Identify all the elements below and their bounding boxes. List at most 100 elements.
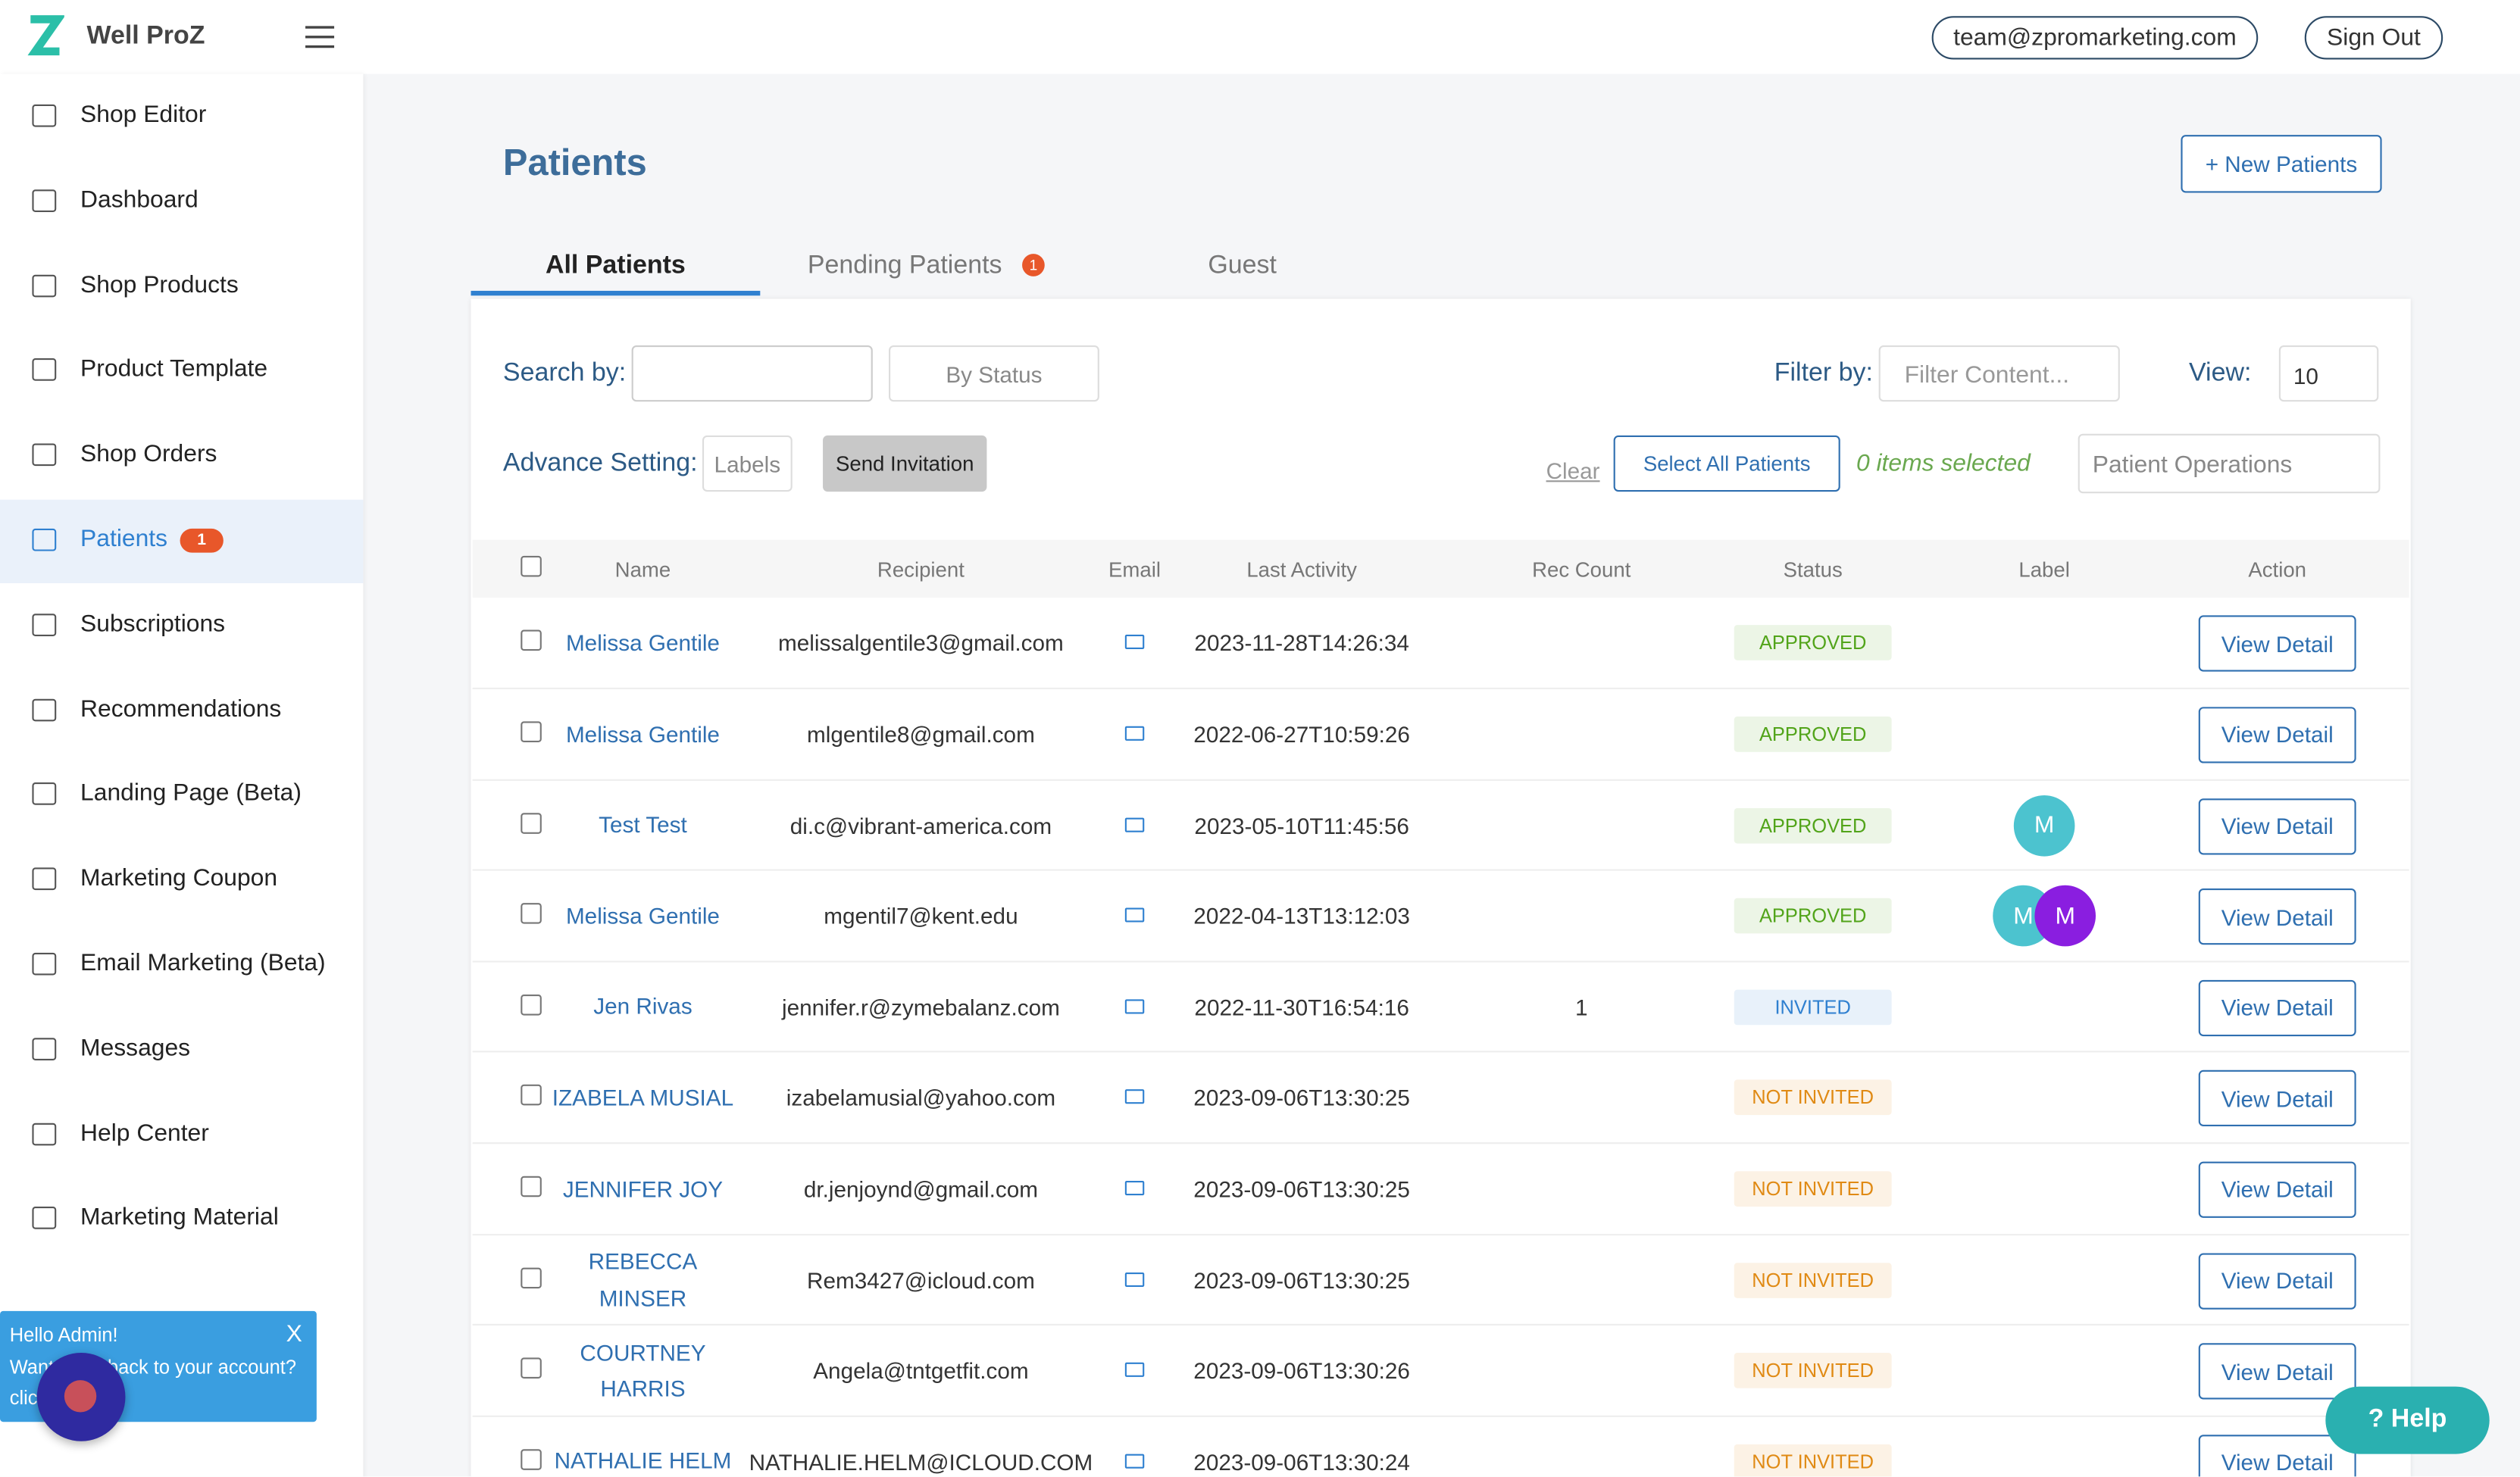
search-input[interactable] (631, 345, 873, 402)
sidebar (0, 73, 364, 1477)
status-tag: NOT INVITED (1734, 1080, 1892, 1116)
patient-name[interactable]: Melissa Gentile (565, 629, 720, 656)
menu-toggle[interactable] (305, 26, 335, 48)
sidebar-item[interactable]: Shop Editor (80, 101, 207, 129)
view-detail-button[interactable]: View Detail (2198, 979, 2356, 1036)
tab[interactable]: Pending Patients (807, 252, 1002, 280)
checkbox[interactable] (521, 1448, 542, 1470)
sidebar-icon (32, 273, 57, 297)
sidebar-item[interactable]: Dashboard (80, 186, 199, 214)
patient-name[interactable]: REBECCA MINSER (588, 1247, 698, 1310)
recipient: NATHALIE.HELM@ICLOUD.COM (749, 1448, 1093, 1475)
sidebar-item[interactable]: Recommendations (80, 695, 282, 723)
sidebar-icon (32, 952, 57, 976)
checkbox[interactable] (521, 812, 542, 833)
sidebar-item[interactable]: Email Marketing (Beta) (80, 949, 326, 977)
view-detail-button[interactable]: View Detail (2198, 1070, 2356, 1127)
patient-name[interactable]: Test Test (599, 811, 687, 838)
row-border (472, 1051, 2409, 1054)
checkbox[interactable] (521, 1176, 542, 1198)
patient-name[interactable]: Melissa Gentile (565, 902, 720, 929)
last-activity: 2022-04-13T13:12:03 (1193, 903, 1410, 929)
checkbox[interactable] (521, 994, 542, 1015)
rec-count: 1 (1574, 994, 1588, 1020)
send-invitation-button[interactable]: Send Invitation (823, 435, 987, 492)
view-detail-button[interactable]: View Detail (2198, 1434, 2356, 1477)
tab[interactable]: All Patients (545, 252, 686, 280)
sidebar-icon (32, 1122, 57, 1145)
filter-select[interactable]: Filter Content... (1878, 345, 2120, 402)
sidebar-item[interactable]: Subscriptions (80, 610, 226, 638)
email-icon[interactable] (1124, 1180, 1145, 1195)
view-detail-button[interactable]: View Detail (2198, 1343, 2356, 1400)
email-icon[interactable] (1124, 1362, 1145, 1378)
checkbox[interactable] (521, 630, 542, 651)
status-select[interactable]: By Status (889, 345, 1099, 402)
view-detail-button[interactable]: View Detail (2198, 1161, 2356, 1218)
operations-select[interactable]: Patient Operations (2078, 433, 2381, 494)
badge: 1 (1022, 254, 1045, 276)
column-header: Action (2248, 557, 2307, 582)
checkbox[interactable] (521, 721, 542, 742)
row-border (472, 1142, 2409, 1144)
email-icon[interactable] (1124, 635, 1145, 650)
sidebar-item[interactable]: Landing Page (Beta) (80, 779, 302, 807)
last-activity: 2022-06-27T10:59:26 (1193, 721, 1410, 748)
view-detail-button[interactable]: View Detail (2198, 888, 2356, 945)
email-icon[interactable] (1124, 817, 1145, 832)
email-icon[interactable] (1124, 1271, 1145, 1286)
last-activity: 2023-09-06T13:30:25 (1193, 1176, 1410, 1202)
recipient: jennifer.r@zymebalanz.com (781, 994, 1060, 1020)
sidebar-item[interactable]: Messages (80, 1034, 191, 1062)
sidebar-icon (32, 613, 57, 636)
select-all-button[interactable]: Select All Patients (1613, 435, 1840, 492)
view-detail-button[interactable]: View Detail (2198, 616, 2356, 673)
email-icon[interactable] (1124, 907, 1145, 923)
email-icon[interactable] (1124, 998, 1145, 1013)
sign-out-button[interactable]: Sign Out (2304, 16, 2443, 60)
column-header: Last Activity (1246, 557, 1357, 582)
checkbox[interactable] (521, 903, 542, 924)
status-tag: APPROVED (1734, 625, 1892, 661)
patient-name[interactable]: Jen Rivas (593, 993, 693, 1020)
checkbox[interactable] (521, 1266, 542, 1288)
brand: Well ProZ (86, 22, 205, 50)
email-icon[interactable] (1124, 726, 1145, 741)
account-button[interactable]: team@zpromarketing.com (1931, 16, 2259, 60)
clear-link[interactable]: Clear (1546, 457, 1600, 484)
sidebar-item[interactable]: Product Template (80, 355, 268, 383)
patient-name[interactable]: Melissa Gentile (565, 720, 720, 747)
new-patients-button[interactable]: + New Patients (2181, 135, 2382, 193)
label: View: (2189, 360, 2252, 388)
patient-name[interactable]: JENNIFER JOY (562, 1175, 724, 1201)
help-button[interactable]: ? Help (2325, 1386, 2490, 1454)
sidebar-item[interactable]: Patients (80, 525, 168, 553)
label-avatar: M (2034, 885, 2096, 947)
patient-name[interactable]: COURTNEY HARRIS (580, 1338, 706, 1401)
tab[interactable]: Guest (1208, 252, 1277, 280)
checkbox[interactable] (521, 1357, 542, 1379)
sidebar-item[interactable]: Marketing Coupon (80, 864, 278, 892)
patient-name[interactable]: NATHALIE HELM (554, 1448, 732, 1474)
popup-close[interactable]: X (286, 1320, 302, 1348)
view-select[interactable]: 10 (2278, 345, 2379, 402)
email-icon[interactable] (1124, 1089, 1145, 1104)
labels-button[interactable]: Labels (702, 435, 793, 492)
sidebar-item[interactable]: Shop Products (80, 270, 239, 298)
sidebar-item[interactable]: Shop Orders (80, 440, 217, 468)
view-detail-button[interactable]: View Detail (2198, 1252, 2356, 1309)
checkbox[interactable] (521, 1085, 542, 1106)
sidebar-item[interactable]: Help Center (80, 1119, 209, 1147)
column-header: Email (1108, 557, 1162, 582)
recipient: di.c@vibrant-america.com (789, 812, 1052, 838)
view-detail-button[interactable]: View Detail (2198, 798, 2356, 854)
sidebar-item[interactable]: Marketing Material (80, 1204, 279, 1232)
page-title: Patients (502, 141, 647, 183)
avatar-dot (64, 1380, 97, 1413)
checkbox[interactable] (521, 555, 542, 577)
view-detail-button[interactable]: View Detail (2198, 707, 2356, 763)
patient-name[interactable]: IZABELA MUSIAL (552, 1084, 734, 1110)
last-activity: 2023-09-06T13:30:25 (1193, 1085, 1410, 1111)
email-icon[interactable] (1124, 1453, 1145, 1469)
row-border (472, 687, 2409, 689)
